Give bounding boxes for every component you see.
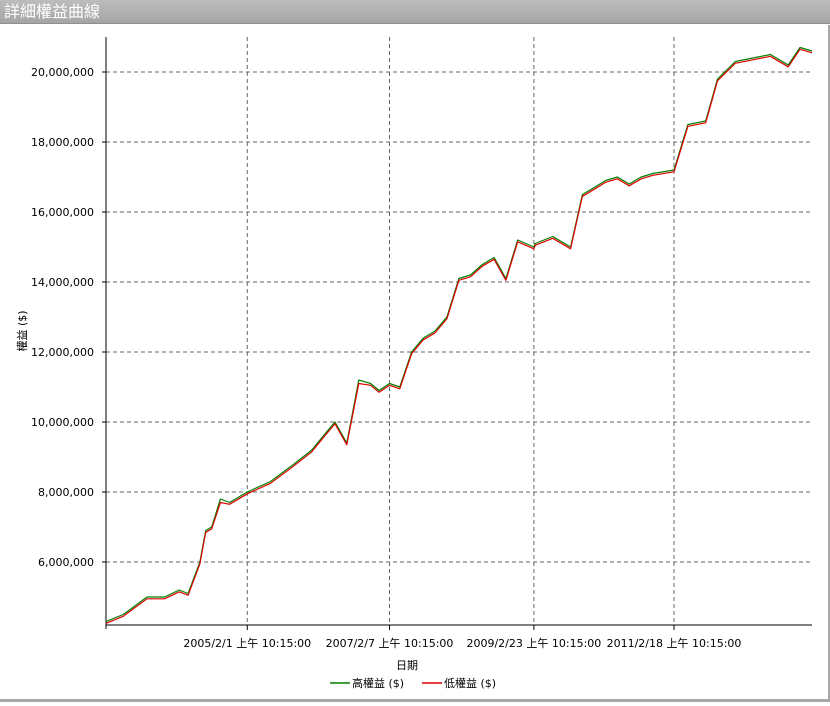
y-axis-ticks: 6,000,000 8,000,000 10,000,000 12,000,000 14… — [31, 66, 106, 569]
y-tick-label: 20,000,000 — [31, 66, 94, 79]
y-tick-label: 6,000,000 — [38, 556, 94, 569]
x-tick-label: 2007/2/7 上午 10:15:00 — [326, 637, 454, 650]
chart-area: 6,000,000 8,000,000 10,000,000 12,000,000 14… — [0, 25, 830, 702]
x-axis-label: 日期 — [396, 659, 418, 672]
series-line-1 — [105, 46, 813, 623]
chart-axes — [105, 37, 812, 629]
legend-label-1: 高權益 ($) — [352, 676, 404, 690]
window-title: 詳細權益曲線 — [0, 0, 830, 24]
y-tick-label: 14,000,000 — [31, 276, 94, 289]
window-frame-right — [828, 25, 830, 702]
y-tick-label: 12,000,000 — [31, 346, 94, 359]
chart-legend: 高權益 ($) 低權益 ($) — [330, 676, 496, 690]
series-line-2 — [105, 48, 813, 624]
equity-curve-chart: 6,000,000 8,000,000 10,000,000 12,000,000 14… — [15, 37, 813, 690]
y-tick-label: 18,000,000 — [31, 136, 94, 149]
chart-series — [105, 46, 813, 624]
y-tick-label: 16,000,000 — [31, 206, 94, 219]
legend-label-2: 低權益 ($) — [444, 676, 496, 690]
x-axis-ticks: 2005/2/1 上午 10:15:00 2007/2/7 上午 10:15:00… — [183, 625, 741, 650]
y-tick-label: 10,000,000 — [31, 416, 94, 429]
chart-grid — [106, 37, 812, 625]
y-tick-label: 8,000,000 — [38, 486, 94, 499]
x-tick-label: 2005/2/1 上午 10:15:00 — [183, 637, 311, 650]
y-axis-label: 權益 ($) — [15, 310, 29, 351]
x-tick-label: 2009/2/23 上午 10:15:00 — [466, 637, 601, 650]
x-tick-label: 2011/2/18 上午 10:15:00 — [607, 637, 742, 650]
window-frame-bottom — [0, 699, 830, 702]
